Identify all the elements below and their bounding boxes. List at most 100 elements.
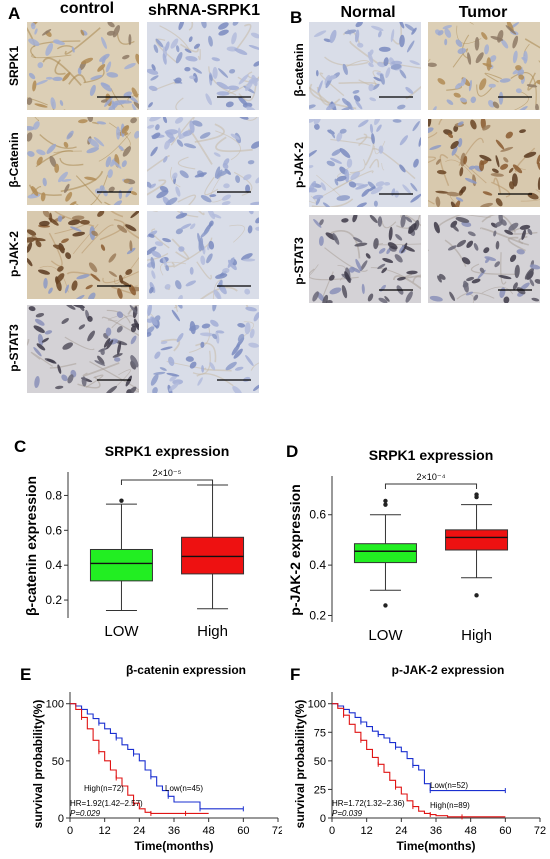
- annotation-label: HR=1.92(1.42–2.57): [70, 799, 143, 808]
- y-tick-label: 0.2: [309, 608, 326, 622]
- y-tick-label: 0.2: [45, 593, 62, 607]
- micrograph-a-shrna-srpk1: [147, 22, 259, 110]
- x-tick-label: 60: [499, 825, 511, 837]
- y-axis-label: p-JAK-2 expression: [287, 484, 303, 615]
- micrograph-a-control-p-jak2: [27, 211, 139, 299]
- y-tick-label: 75: [314, 727, 326, 739]
- panel-letter-e: E: [20, 665, 32, 684]
- km-curve-low: [332, 703, 506, 792]
- micrograph-b-tumor-p-jak2: [428, 119, 540, 207]
- x-category-label: LOW: [368, 627, 403, 644]
- box-high: [445, 529, 509, 551]
- row-label-p-stat3: p-STAT3: [7, 324, 21, 372]
- micrograph-b-normal-p-stat3: [309, 215, 421, 303]
- column-header-control: control: [59, 0, 115, 17]
- x-category-label: High: [197, 623, 228, 640]
- micrograph-a-control-beta-catenin: [27, 117, 139, 205]
- annotation-label: Low(n=52): [430, 781, 468, 790]
- panel-letter-d: D: [286, 442, 299, 461]
- km-curve-low: [70, 703, 244, 810]
- survival-curve-e: β-catenin expression 0 50 100 0 12 24 36 48 60 72 s…: [31, 663, 282, 853]
- x-tick-label: 72: [272, 825, 282, 837]
- x-tick-label: 12: [361, 825, 373, 837]
- box-plot-d: SRPK1 expression 0.2 0.4 0.6 p-JAK-2 express…: [287, 447, 509, 644]
- y-tick-label: 0.6: [309, 508, 326, 522]
- panel-letter-f: F: [290, 665, 301, 684]
- y-tick-label: 0.4: [45, 558, 62, 572]
- x-tick-label: 60: [237, 825, 249, 837]
- panel-letter-b: B: [290, 8, 303, 27]
- chart-title: p-JAK-2 expression: [392, 663, 505, 677]
- y-tick-label: 50: [314, 756, 326, 768]
- outlier-point: [474, 492, 479, 497]
- annotation-label: HR=1.72(1.32–2.36): [332, 799, 405, 808]
- chart-title: SRPK1 expression: [369, 447, 494, 463]
- y-axis-label: survival probability(%): [293, 700, 307, 829]
- chart-title: β-catenin expression: [126, 663, 246, 677]
- panel-letter-c: C: [14, 437, 27, 456]
- y-axis-label: β-catenin expression: [23, 476, 39, 616]
- x-tick-label: 0: [67, 825, 73, 837]
- row-label-srpk1: SRPK1: [7, 46, 21, 87]
- micrograph-a-control-srpk1: [27, 22, 139, 110]
- micrograph-a-shrna-p-stat3: [147, 305, 259, 393]
- chart-title: SRPK1 expression: [105, 443, 230, 459]
- annotation-label: P=0.039: [332, 809, 363, 818]
- y-tick-label: 0.8: [45, 488, 62, 502]
- micrograph-a-shrna-p-jak2: [147, 211, 259, 299]
- x-tick-label: 24: [133, 825, 145, 837]
- x-tick-label: 36: [168, 825, 180, 837]
- row-label-p-jak2: p-JAK-2: [7, 231, 21, 278]
- box-plot-c: SRPK1 expression 0.2 0.4 0.6 0.8 β-catenin ex…: [23, 443, 245, 640]
- significance-bracket: [384, 483, 478, 489]
- significance-label: 2×10⁻⁵: [153, 468, 182, 478]
- x-tick-label: 36: [430, 825, 442, 837]
- box-high: [181, 536, 245, 575]
- survival-curve-f: p-JAK-2 expression 0 25 50 75 100 0 12 24 36 48 60 7…: [293, 663, 546, 853]
- annotation-label: High(n=72): [84, 784, 124, 793]
- x-tick-label: 72: [534, 825, 546, 837]
- outlier-point: [383, 498, 388, 504]
- significance-label: 2×10⁻⁴: [417, 472, 446, 482]
- x-tick-label: 48: [203, 825, 215, 837]
- annotation-label: Low(n=45): [165, 784, 203, 793]
- micrograph-a-control-p-stat3: [27, 305, 139, 393]
- row-label-beta-catenin: β-Catenin: [7, 132, 21, 188]
- outlier-point: [383, 502, 388, 507]
- row-label-b-p-stat3: p-STAT3: [292, 237, 306, 285]
- column-header-tumor: Tumor: [458, 4, 508, 21]
- x-tick-label: 12: [99, 825, 111, 837]
- row-label-b-beta-catenin: β-catenin: [292, 43, 306, 97]
- y-tick-label: 0: [58, 813, 64, 825]
- y-tick-label: 50: [52, 756, 64, 768]
- outlier-point: [119, 498, 124, 503]
- x-axis-label: Time(months): [396, 839, 475, 853]
- column-header-shrna: shRNA-SRPK1: [147, 2, 260, 19]
- y-tick-label: 100: [308, 699, 326, 711]
- micrograph-b-tumor-beta-catenin: [428, 22, 540, 110]
- x-tick-label: 0: [329, 825, 335, 837]
- y-tick-label: 0.4: [309, 558, 326, 572]
- outlier-point: [474, 593, 479, 598]
- y-tick-label: 25: [314, 784, 326, 796]
- column-header-normal: Normal: [340, 4, 396, 21]
- micrograph-a-shrna-beta-catenin: [147, 117, 259, 205]
- box-low: [89, 548, 153, 582]
- y-axis-label: survival probability(%): [31, 700, 45, 829]
- micrograph-b-normal-p-jak2: [309, 119, 421, 207]
- x-tick-label: 48: [465, 825, 477, 837]
- x-category-label: LOW: [104, 623, 139, 640]
- x-tick-label: 24: [395, 825, 407, 837]
- x-category-label: High: [461, 627, 492, 644]
- y-tick-label: 0: [320, 813, 326, 825]
- y-tick-label: 0.6: [45, 523, 62, 537]
- micrograph-b-normal-beta-catenin: [309, 22, 421, 110]
- annotation-label: High(n=89): [430, 801, 470, 810]
- box-low: [353, 543, 417, 564]
- outlier-point: [383, 603, 388, 608]
- row-label-b-p-jak2: p-JAK-2: [292, 142, 306, 189]
- panel-letter-a: A: [8, 4, 21, 23]
- annotation-label: P=0.029: [70, 809, 101, 818]
- y-tick-label: 100: [46, 699, 64, 711]
- micrograph-b-tumor-p-stat3: [428, 215, 540, 303]
